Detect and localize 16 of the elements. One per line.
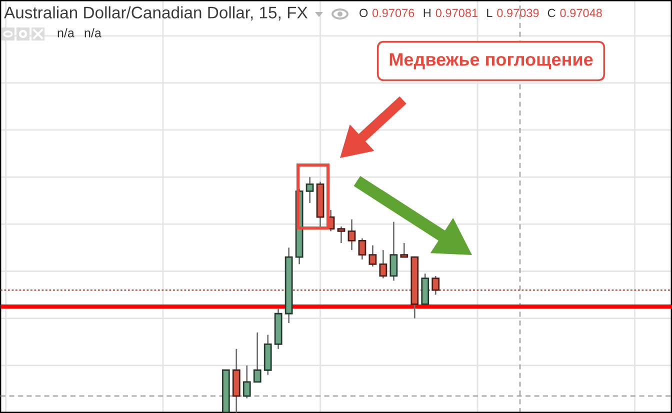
text: Медвежье поглощение (390, 53, 593, 70)
text: n/a (84, 28, 102, 38)
candlestick (368, 244, 377, 268)
chart-subtitle: O 0.97076 H 0.97081 L 0.97039 C 0.97048 (360, 8, 602, 18)
candlestick (379, 249, 388, 279)
candlestick (390, 221, 398, 282)
candlestick (348, 218, 356, 251)
text: n/a (58, 28, 74, 38)
chart-title: Australian Dollar/Canadian Dollar, 15, FX (4, 6, 308, 20)
candlestick (242, 364, 251, 400)
candlestick (400, 242, 408, 258)
candlestick (253, 332, 262, 383)
candlestick (337, 226, 346, 244)
candlestick (358, 238, 366, 260)
candlestick (306, 176, 314, 204)
candlestick (432, 275, 440, 296)
